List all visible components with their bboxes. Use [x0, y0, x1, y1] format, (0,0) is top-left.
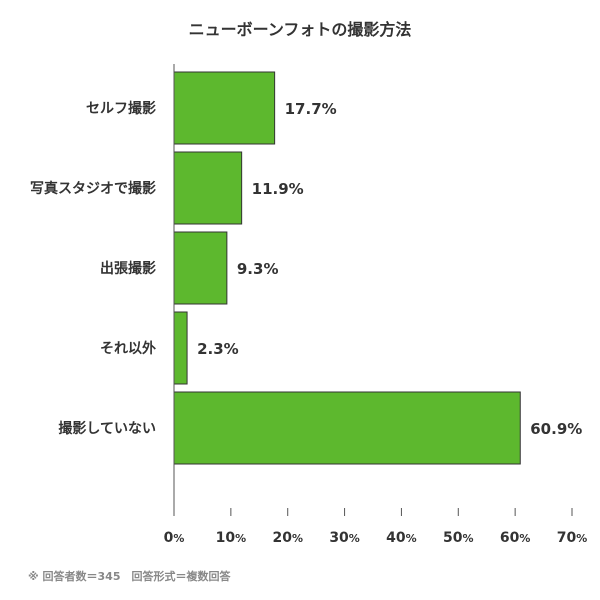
category-label: セルフ撮影: [86, 100, 156, 117]
bar: [173, 151, 243, 225]
value-label: 9.3%: [237, 260, 279, 278]
bars-layer: セルフ撮影 17.7% 写真スタジオで撮影 11.9% 出張撮影 9.3% それ以外 2.3%…: [30, 71, 582, 465]
value-label: 60.9%: [530, 420, 582, 438]
x-tick-label: 0%: [164, 530, 185, 546]
x-tick-label: 40%: [386, 530, 417, 546]
x-tick-label: 10%: [216, 530, 247, 546]
category-label: それ以外: [100, 340, 156, 357]
category-label: 出張撮影: [100, 260, 156, 277]
x-tick-label: 60%: [500, 530, 531, 546]
bar: [173, 231, 228, 305]
bar: [173, 311, 188, 385]
x-axis-ticks: 0% 10% 20% 30% 40% 50% 60% 70%: [164, 508, 588, 546]
value-label: 17.7%: [285, 100, 337, 118]
x-tick-label: 30%: [329, 530, 360, 546]
x-tick-label: 50%: [443, 530, 474, 546]
bar: [173, 391, 521, 465]
x-tick-label: 70%: [557, 530, 588, 546]
bar: [173, 71, 276, 145]
value-label: 2.3%: [197, 340, 239, 358]
footnote: ※ 回答者数＝345 回答形式＝複数回答: [28, 569, 231, 583]
category-label: 写真スタジオで撮影: [30, 180, 156, 197]
value-label: 11.9%: [252, 180, 304, 198]
chart-title: ニューボーンフォトの撮影方法: [189, 20, 412, 39]
x-tick-label: 20%: [272, 530, 303, 546]
category-label: 撮影していない: [58, 420, 156, 437]
